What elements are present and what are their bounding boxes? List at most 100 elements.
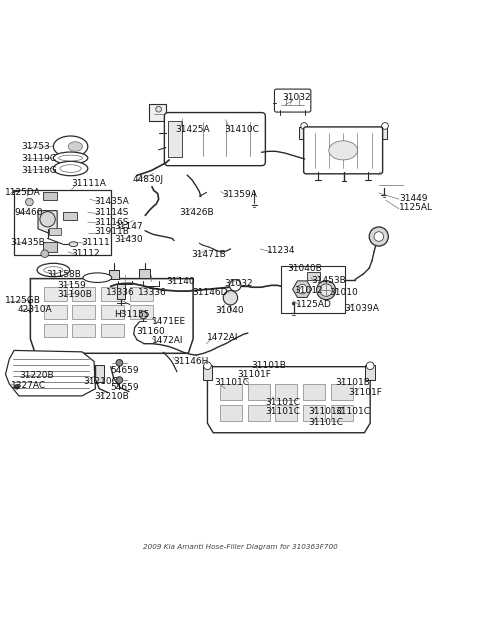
Text: 31410C: 31410C <box>225 125 260 134</box>
Text: 31911B: 31911B <box>95 227 130 236</box>
Text: 31111: 31111 <box>81 238 110 247</box>
Text: 1471EE: 1471EE <box>152 317 186 326</box>
Ellipse shape <box>44 266 63 273</box>
Bar <box>365 365 375 380</box>
Text: 94460: 94460 <box>14 208 43 217</box>
Text: 31147: 31147 <box>114 222 143 231</box>
Circle shape <box>366 362 374 370</box>
Text: 1125GB: 1125GB <box>4 296 40 305</box>
Text: 31012: 31012 <box>295 285 323 295</box>
Bar <box>101 287 124 301</box>
Text: 31430: 31430 <box>114 235 143 244</box>
Polygon shape <box>5 350 96 396</box>
FancyBboxPatch shape <box>275 89 311 112</box>
Bar <box>109 270 120 278</box>
Ellipse shape <box>68 142 83 151</box>
Circle shape <box>14 384 19 389</box>
Text: 31040: 31040 <box>215 306 244 315</box>
Circle shape <box>229 280 241 291</box>
Text: 2009 Kia Amanti Hose-Filler Diagram for 310363F700: 2009 Kia Amanti Hose-Filler Diagram for … <box>143 544 337 551</box>
Circle shape <box>94 280 99 285</box>
Text: 31101C: 31101C <box>308 418 343 427</box>
Bar <box>72 306 96 319</box>
Text: 31210C: 31210C <box>83 377 118 386</box>
Text: 54659: 54659 <box>111 366 139 375</box>
Text: 31158B: 31158B <box>47 270 82 279</box>
Bar <box>300 127 309 139</box>
Text: H31155: H31155 <box>114 309 149 319</box>
Bar <box>307 272 321 280</box>
Bar <box>44 324 67 337</box>
Polygon shape <box>30 278 193 353</box>
Text: 31471B: 31471B <box>191 250 226 259</box>
Text: 31111A: 31111A <box>72 180 107 188</box>
Text: 31449: 31449 <box>399 193 427 203</box>
Ellipse shape <box>53 136 88 157</box>
Ellipse shape <box>59 155 83 161</box>
Bar <box>43 193 57 200</box>
Circle shape <box>301 123 308 129</box>
Ellipse shape <box>53 161 88 176</box>
Text: 31032: 31032 <box>282 93 311 102</box>
Text: 31101C: 31101C <box>265 407 300 416</box>
Bar <box>43 243 57 252</box>
Circle shape <box>374 232 384 241</box>
Circle shape <box>41 250 48 258</box>
Text: 31039A: 31039A <box>344 304 379 313</box>
Text: 31146H: 31146H <box>173 357 208 367</box>
Text: 31114S: 31114S <box>95 208 129 217</box>
Text: 31146D: 31146D <box>192 287 228 297</box>
Text: 31101C: 31101C <box>214 379 249 387</box>
Circle shape <box>140 311 147 319</box>
Bar <box>101 306 124 319</box>
Text: 31140: 31140 <box>166 277 195 286</box>
Bar <box>130 287 153 301</box>
Bar <box>130 306 153 319</box>
Bar <box>48 228 60 234</box>
Bar <box>248 384 270 400</box>
Ellipse shape <box>60 164 81 173</box>
Text: 1125AL: 1125AL <box>399 203 433 212</box>
Text: 1472AI: 1472AI <box>152 336 183 345</box>
Circle shape <box>156 106 161 112</box>
Bar <box>168 121 181 157</box>
Bar <box>377 127 387 139</box>
Text: 31101C: 31101C <box>265 398 300 406</box>
Circle shape <box>317 280 336 300</box>
Text: 31220B: 31220B <box>19 371 53 380</box>
Text: 31453B: 31453B <box>311 276 346 285</box>
Bar <box>44 306 67 319</box>
Text: 13336: 13336 <box>138 287 166 297</box>
Bar <box>248 405 270 421</box>
Bar <box>203 365 212 380</box>
Text: 11234: 11234 <box>267 246 295 255</box>
Text: 31190B: 31190B <box>57 290 92 299</box>
Bar <box>331 405 353 421</box>
Text: 13336: 13336 <box>106 287 135 297</box>
Text: 1327AC: 1327AC <box>11 381 47 391</box>
Polygon shape <box>38 210 57 232</box>
Bar <box>63 212 77 220</box>
Ellipse shape <box>329 140 358 160</box>
Ellipse shape <box>53 152 88 164</box>
Circle shape <box>292 302 295 305</box>
Bar <box>303 405 325 421</box>
Bar <box>101 324 124 337</box>
Text: 31435B: 31435B <box>10 238 45 247</box>
Text: 31101C: 31101C <box>336 407 371 416</box>
Circle shape <box>28 300 32 304</box>
Text: 31435A: 31435A <box>95 197 129 205</box>
Text: 31118G: 31118G <box>21 166 57 175</box>
Bar <box>118 284 125 299</box>
Bar <box>94 365 104 382</box>
Bar <box>44 287 67 301</box>
Text: 1472AI: 1472AI <box>206 333 238 343</box>
Circle shape <box>25 198 33 206</box>
Ellipse shape <box>83 273 112 282</box>
Circle shape <box>116 360 123 366</box>
Bar <box>281 266 345 313</box>
Text: 31101F: 31101F <box>237 370 271 379</box>
Circle shape <box>96 287 105 297</box>
Text: 31160: 31160 <box>137 327 166 336</box>
Polygon shape <box>207 367 370 433</box>
